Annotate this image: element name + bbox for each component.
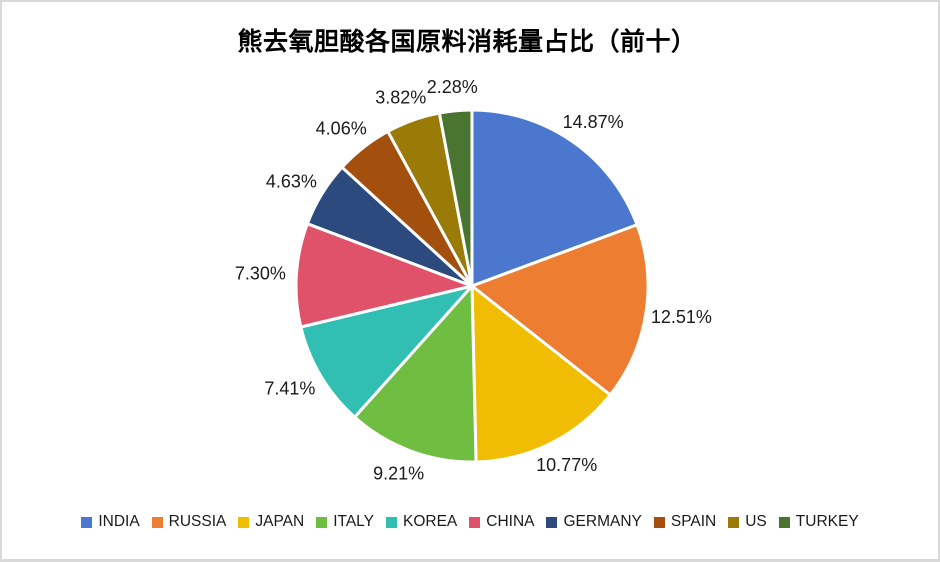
pie-slice-italy [353,284,478,464]
chart-legend: INDIA RUSSIA JAPAN ITALY KOREA CHINA GERMANY SP… [2,513,938,531]
pie-data-label-russia: 12.51% [651,307,712,327]
legend-swatch-italy [316,516,328,528]
legend-item-germany: GERMANY [546,513,642,531]
chart-title: 熊去氧胆酸各国原料消耗量占比（前十） [237,28,697,56]
legend-item-china: CHINA [469,513,534,531]
legend-label-italy: ITALY [333,513,374,530]
pie-data-label-germany: 4.63% [266,171,317,191]
legend-item-us: US [728,513,767,531]
legend-swatch-russia [151,516,163,528]
pie-slice-japan [470,284,612,464]
legend-label-japan: JAPAN [255,513,305,530]
pie-data-label-japan: 10.77% [536,455,597,475]
pie-slice-russia [470,223,650,397]
legend-swatch-korea [385,516,397,528]
legend-item-spain: SPAIN [653,513,717,531]
pie-slice-india [470,108,639,288]
pie-data-label-spain: 4.06% [316,119,367,139]
pie-data-label-italy: 9.21% [373,464,424,484]
legend-item-india: INDIA [81,513,140,531]
pie-slice-turkey [437,108,474,288]
legend-item-italy: ITALY [316,513,374,531]
legend-label-spain: SPAIN [670,513,717,530]
legend-swatch-turkey [778,516,790,528]
legend-item-turkey: TURKEY [778,513,859,531]
legend-swatch-india [81,516,93,528]
legend-label-germany: GERMANY [563,513,642,530]
legend-item-japan: JAPAN [238,513,304,531]
pie-data-label-india: 14.87% [563,112,624,132]
legend-label-turkey: TURKEY [795,513,859,530]
legend-swatch-japan [238,516,250,528]
legend-swatch-spain [653,516,665,528]
legend-swatch-germany [546,516,558,528]
legend-item-russia: RUSSIA [151,513,227,531]
legend-swatch-us [728,516,740,528]
pie-slice-china [294,222,474,329]
legend-swatch-china [469,516,481,528]
legend-label-china: CHINA [486,513,535,530]
legend-label-korea: KOREA [402,513,458,530]
legend-label-russia: RUSSIA [168,513,227,530]
pie-data-label-china: 7.30% [235,263,286,283]
pie-data-label-korea: 7.41% [264,379,315,399]
legend-item-korea: KOREA [385,513,458,531]
pie-slice-korea [299,284,474,419]
pie-data-label-turkey: 2.28% [427,77,478,97]
legend-label-us: US [745,513,767,530]
legend-label-india: INDIA [98,513,140,530]
pie-data-label-us: 3.82% [375,88,426,108]
